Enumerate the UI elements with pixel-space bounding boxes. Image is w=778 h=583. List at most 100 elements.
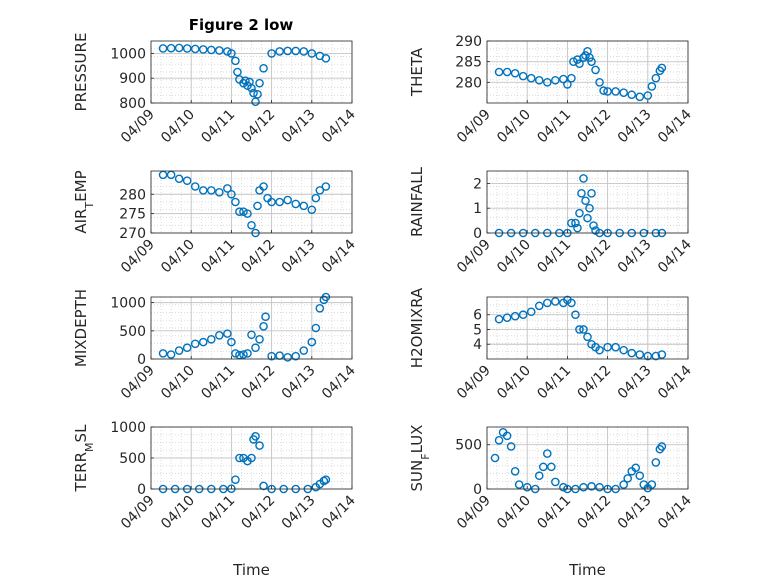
data-point [571, 310, 580, 320]
data-point [510, 311, 520, 321]
data-point [227, 49, 236, 58]
data-point [657, 63, 667, 73]
y-tick-label: 5 [473, 322, 482, 338]
data-point [603, 342, 612, 352]
data-point [595, 345, 604, 355]
data-point [559, 74, 568, 84]
data-point [502, 67, 512, 77]
data-point [577, 189, 586, 198]
data-point [182, 44, 192, 53]
data-point [223, 329, 232, 338]
data-point [251, 343, 260, 353]
data-point [283, 46, 292, 56]
data-point [223, 47, 232, 56]
y-tick-label: 6 [473, 308, 482, 324]
y-axis-label: AIRTEMP [72, 170, 96, 233]
y-tick-label: 4 [473, 337, 482, 353]
data-point [198, 186, 208, 195]
data-point [647, 480, 657, 489]
data-point [283, 195, 292, 205]
data-point [255, 334, 264, 344]
figure-title: Figure 2 low [189, 16, 294, 34]
data-point [575, 325, 584, 334]
data-point [651, 351, 661, 361]
data-point [259, 63, 268, 73]
data-point [239, 207, 248, 216]
data-point [261, 312, 270, 322]
data-point [619, 480, 628, 489]
data-point [627, 348, 637, 358]
y-axis-label: TERRMSL [72, 424, 96, 493]
data-point [587, 482, 596, 491]
data-point [243, 349, 252, 358]
data-point [321, 182, 331, 191]
data-point [551, 477, 560, 487]
data-point [635, 92, 645, 102]
y-tick-label: 285 [455, 55, 482, 71]
data-point [174, 174, 184, 184]
y-tick-label: 500 [455, 438, 482, 454]
data-point [538, 462, 548, 472]
data-point [543, 78, 552, 87]
data-point [623, 474, 633, 483]
y-tick-label: 275 [119, 207, 146, 223]
data-point [583, 213, 592, 223]
data-point [227, 337, 236, 347]
data-point [291, 199, 301, 209]
data-point [259, 322, 268, 331]
data-point [307, 49, 317, 58]
data-point [526, 73, 536, 83]
data-point [206, 45, 216, 55]
data-point [307, 337, 317, 347]
data-point [259, 481, 268, 491]
data-point [275, 197, 284, 207]
data-point [198, 337, 208, 347]
data-point [611, 87, 620, 96]
data-point [581, 196, 590, 206]
data-point [215, 46, 224, 55]
data-point [299, 47, 309, 56]
data-point [215, 188, 224, 197]
data-point [490, 453, 500, 463]
data-point [575, 59, 584, 69]
data-point [619, 88, 628, 97]
x-axis-label: Time [232, 561, 270, 579]
data-point [547, 462, 556, 472]
data-point [579, 53, 588, 62]
data-point [571, 218, 580, 228]
data-point [235, 207, 244, 216]
data-point [227, 189, 236, 199]
y-tick-label: 0 [473, 482, 482, 498]
data-point [311, 323, 321, 333]
data-point [231, 56, 240, 66]
data-point [231, 197, 240, 207]
y-axis-label: THETA [408, 47, 426, 97]
data-point [559, 482, 568, 492]
data-point [190, 182, 200, 191]
data-point [190, 44, 200, 54]
data-point [502, 431, 512, 441]
data-point [543, 298, 552, 308]
data-point [526, 307, 536, 317]
data-point [182, 176, 192, 185]
data-point [543, 449, 552, 458]
data-point [494, 67, 504, 77]
data-point [321, 475, 331, 485]
data-point [595, 482, 604, 492]
data-point [657, 442, 667, 451]
y-tick-label: 1000 [110, 296, 146, 312]
data-point [589, 221, 598, 230]
data-point [190, 339, 200, 349]
y-axis-label: SUNFLUX [408, 425, 432, 492]
data-point [611, 342, 620, 352]
data-point [235, 453, 244, 463]
data-point [255, 78, 264, 88]
y-axis-label: RAINFALL [408, 166, 426, 237]
data-point [587, 189, 596, 198]
data-point [585, 203, 594, 213]
y-tick-label: 2 [473, 176, 482, 192]
data-point [253, 201, 262, 211]
y-axis-label: MIXDEPTH [72, 289, 90, 367]
axes-box [486, 296, 689, 360]
data-point [551, 75, 560, 85]
